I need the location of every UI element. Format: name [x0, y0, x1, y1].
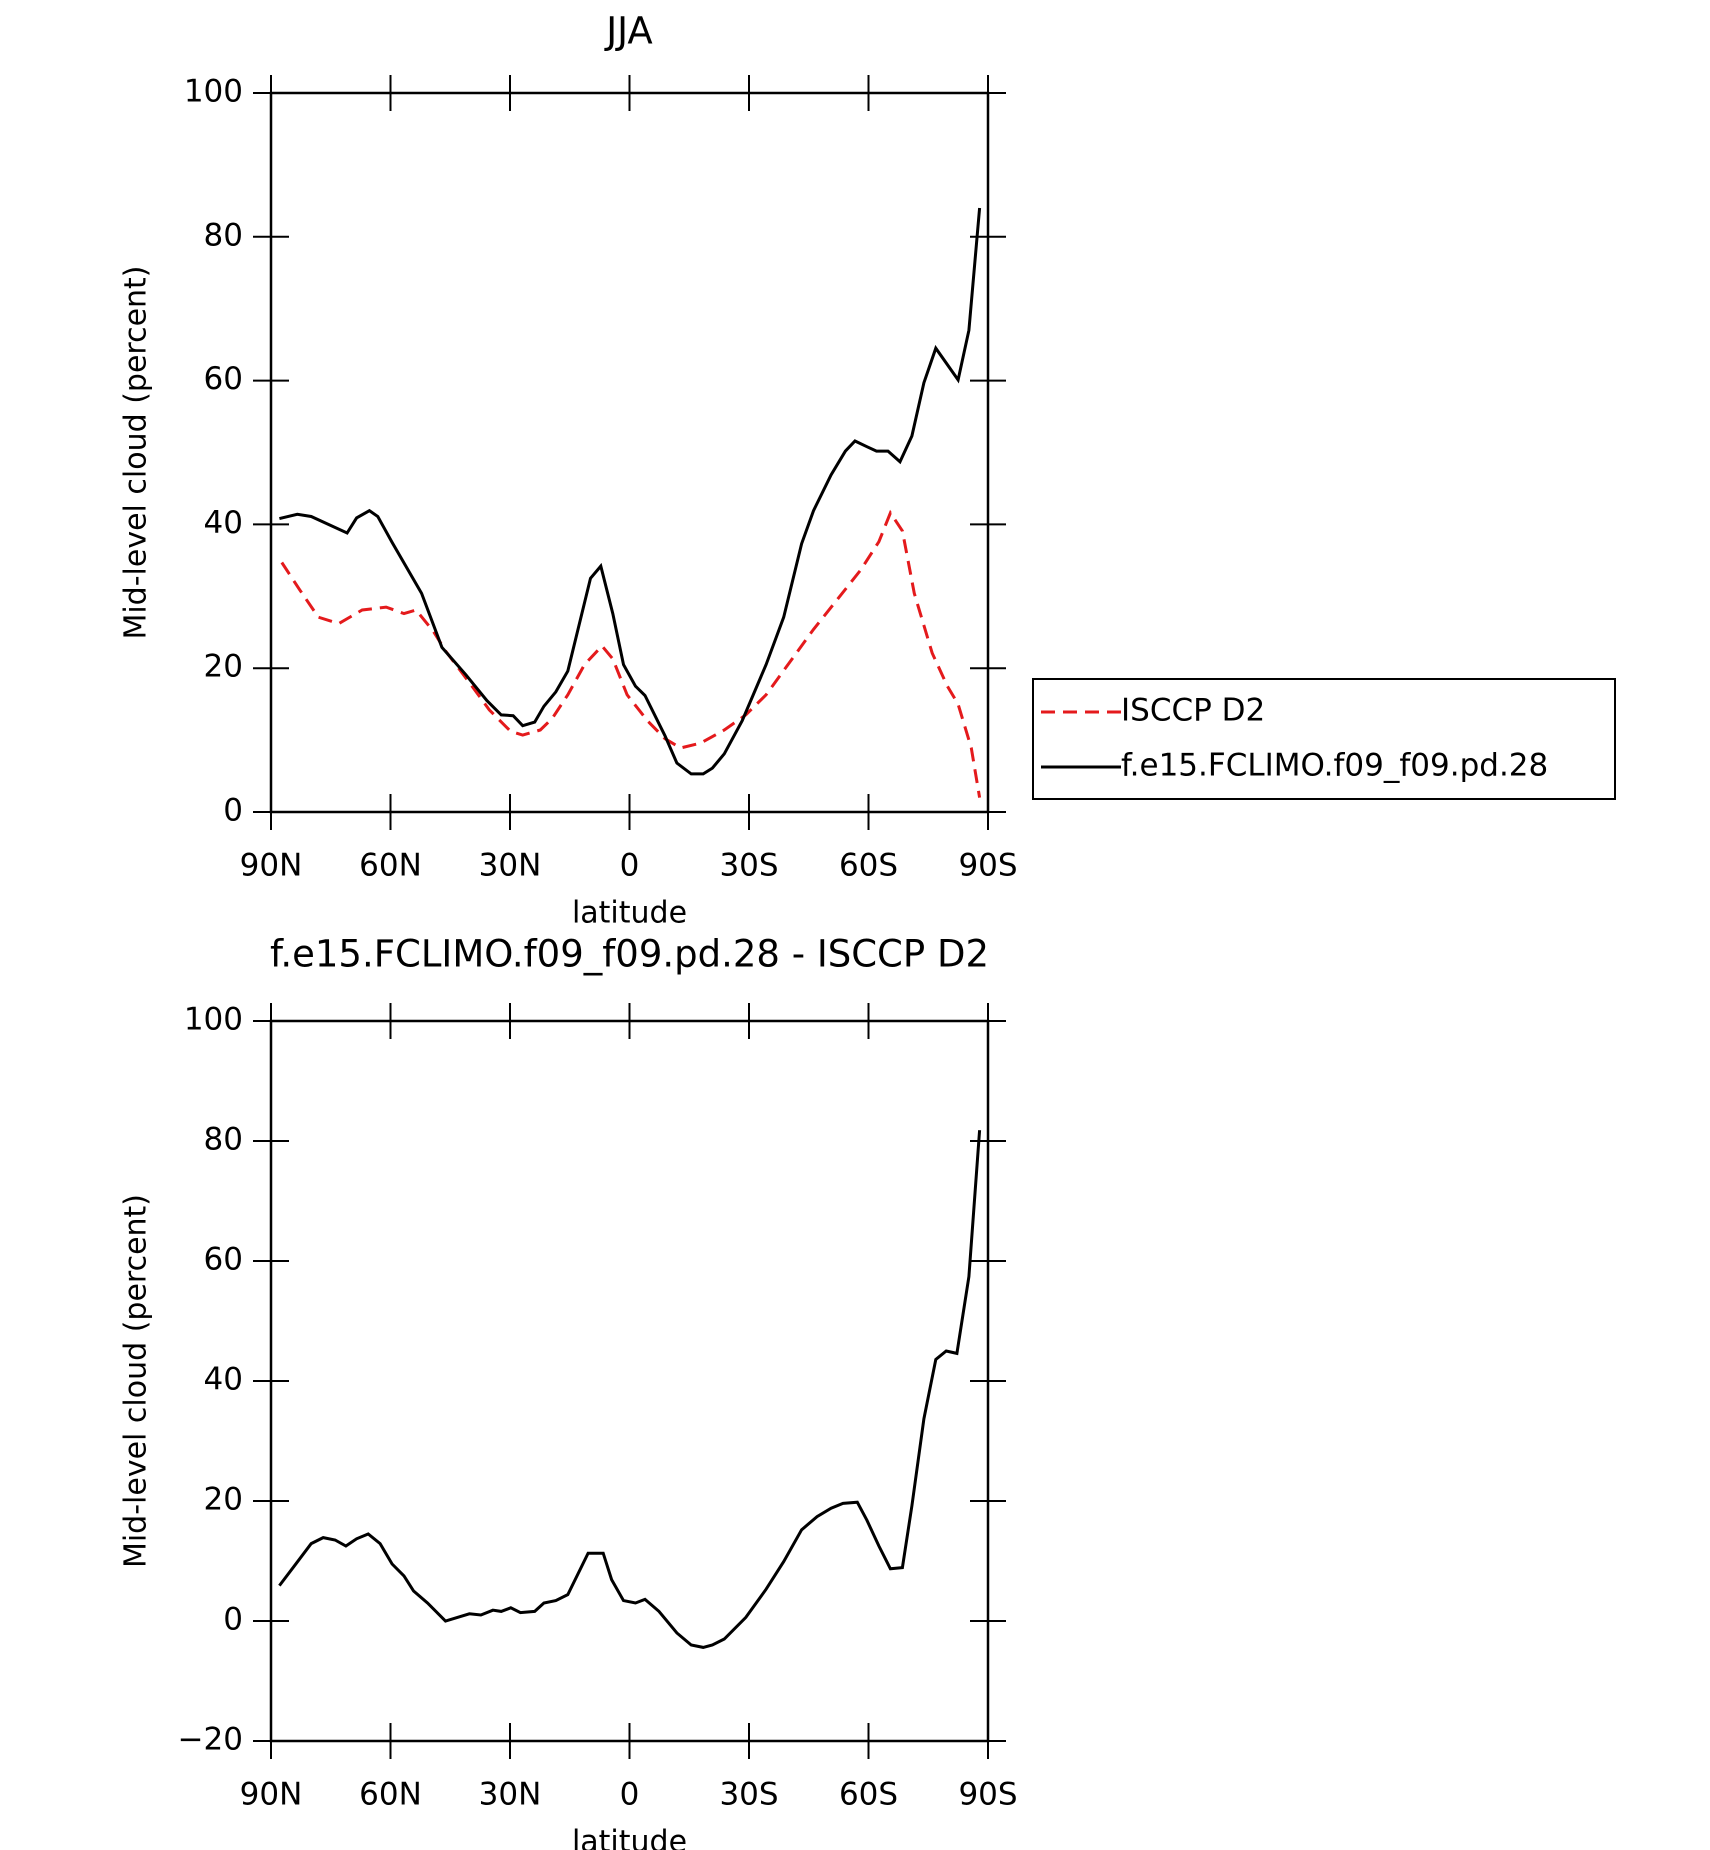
series-line: [279, 207, 982, 776]
x-axis-label: latitude: [572, 1825, 687, 1850]
y-tick-label: 0: [223, 793, 243, 829]
legend-label: ISCCP D2: [1121, 693, 1265, 729]
y-axis-label: Mid-level cloud (percent): [119, 1194, 154, 1568]
x-tick-label: 60S: [839, 1777, 898, 1813]
x-tick-label: 0: [620, 848, 640, 884]
x-tick-label: 60N: [359, 1777, 422, 1813]
plot-frame: [269, 91, 990, 814]
chart-title: f.e15.FCLIMO.f09_f09.pd.28 - ISCCP D2: [270, 933, 989, 976]
y-tick-label: 60: [204, 361, 243, 397]
plot-frame: [269, 1019, 990, 1743]
y-tick-label: 20: [204, 649, 243, 685]
y-axis-label: Mid-level cloud (percent): [119, 265, 154, 639]
series-line: [278, 1130, 982, 1649]
x-tick-label: 0: [620, 1777, 640, 1813]
y-tick-label: 80: [204, 1122, 243, 1158]
x-tick-label: 90N: [240, 848, 303, 884]
y-tick-label: −20: [178, 1722, 243, 1758]
legend-label: f.e15.FCLIMO.f09_f09.pd.28: [1121, 748, 1548, 784]
y-tick-label: 20: [204, 1482, 243, 1518]
legend-box: [1032, 678, 1616, 800]
x-tick-label: 30N: [479, 1777, 542, 1813]
x-tick-label: 60S: [839, 848, 898, 884]
x-tick-label: 30N: [479, 848, 542, 884]
x-tick-label: 90S: [958, 1777, 1017, 1813]
x-axis-label: latitude: [572, 896, 687, 931]
x-tick-label: 60N: [359, 848, 422, 884]
x-tick-label: 30S: [719, 1777, 778, 1813]
y-tick-label: 40: [204, 1362, 243, 1398]
chart-title: JJA: [604, 10, 653, 53]
y-tick-label: 100: [184, 74, 243, 110]
series-line: [280, 509, 982, 798]
y-tick-label: 80: [204, 217, 243, 253]
y-tick-label: 0: [223, 1602, 243, 1638]
x-tick-label: 90S: [958, 848, 1017, 884]
y-tick-label: 40: [204, 505, 243, 541]
x-tick-label: 90N: [240, 1777, 303, 1813]
y-tick-label: 100: [184, 1002, 243, 1038]
x-tick-label: 30S: [719, 848, 778, 884]
y-tick-label: 60: [204, 1242, 243, 1278]
